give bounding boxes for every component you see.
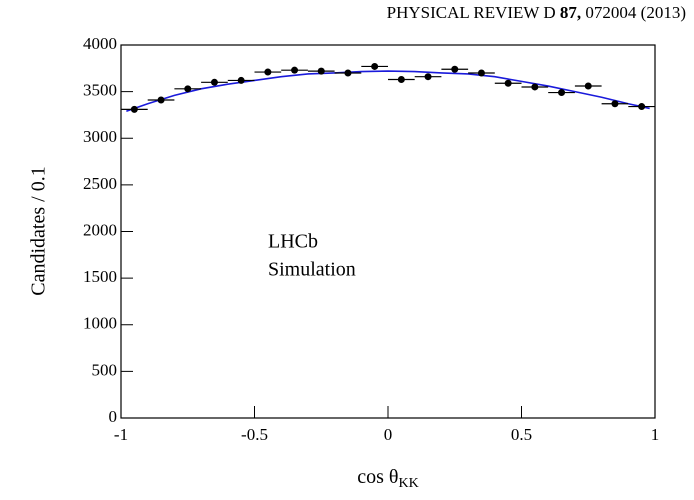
y-tick-label: 0	[109, 407, 118, 426]
x-tick-label: 0.5	[511, 425, 532, 444]
data-point	[424, 73, 432, 81]
data-point	[264, 68, 272, 76]
x-tick-label: 1	[651, 425, 660, 444]
journal: PHYSICAL REVIEW D	[387, 3, 556, 22]
data-point	[210, 78, 218, 86]
y-tick-label: 3000	[83, 127, 117, 146]
data-point	[371, 62, 379, 70]
x-label-main: cos θ	[357, 466, 398, 488]
header: PHYSICAL REVIEW D 87, 072004 (2013)	[387, 3, 686, 22]
annotation: LHCb	[268, 231, 318, 253]
data-point	[611, 100, 619, 108]
data-point	[451, 65, 459, 73]
data-point	[130, 105, 138, 113]
data-point	[237, 76, 245, 84]
data-point	[638, 103, 646, 111]
y-tick-label: 2500	[83, 174, 117, 193]
annotation: Simulation	[268, 259, 356, 281]
y-tick-label: 3500	[83, 81, 117, 100]
fit-curve	[126, 70, 650, 112]
y-tick-label: 500	[92, 360, 118, 379]
x-tick-label: -1	[114, 425, 128, 444]
data-point	[344, 69, 352, 77]
volume: 87,	[560, 3, 581, 22]
y-tick-label: 1000	[83, 314, 117, 333]
data-point	[531, 83, 539, 91]
data-point	[584, 82, 592, 90]
y-tick-label: 4000	[83, 34, 117, 53]
x-axis-label: cos θKK	[357, 466, 418, 492]
data-point	[504, 79, 512, 87]
plot-frame	[120, 44, 656, 419]
x-tick-label: -0.5	[241, 425, 268, 444]
citation: 072004 (2013)	[585, 3, 686, 22]
data-point	[477, 69, 485, 77]
data-point	[397, 76, 405, 84]
y-tick-label: 2000	[83, 220, 117, 239]
x-tick-label: 0	[384, 425, 393, 444]
data-point	[291, 66, 299, 74]
data-point	[558, 89, 566, 97]
y-tick-label: 1500	[83, 267, 117, 286]
data-point	[184, 85, 192, 93]
data-point	[157, 96, 165, 104]
y-axis-label: Candidates / 0.1	[28, 166, 50, 295]
data-point	[317, 67, 325, 75]
x-label-subscript: KK	[399, 476, 419, 491]
